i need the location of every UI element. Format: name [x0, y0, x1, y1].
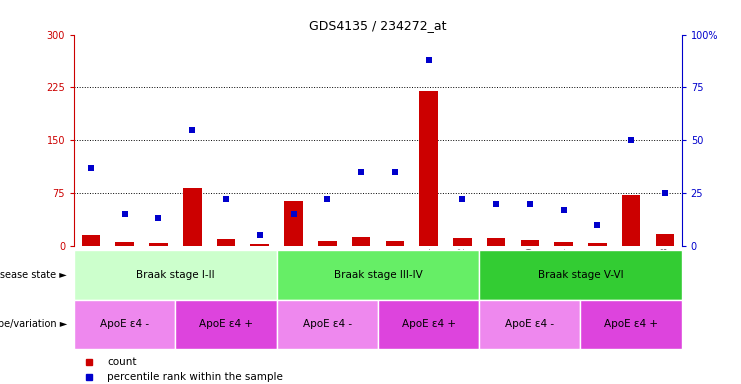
Bar [622, 195, 640, 246]
Bar [149, 243, 167, 246]
Title: GDS4135 / 234272_at: GDS4135 / 234272_at [309, 19, 447, 32]
Bar [580, 300, 682, 349]
Bar [352, 237, 370, 246]
Text: ApoE ε4 +: ApoE ε4 + [402, 319, 456, 329]
Bar [116, 242, 134, 246]
Bar [318, 241, 336, 246]
Text: Braak stage III-IV: Braak stage III-IV [333, 270, 422, 280]
Text: ApoE ε4 -: ApoE ε4 - [100, 319, 149, 329]
Text: ApoE ε4 -: ApoE ε4 - [303, 319, 352, 329]
Text: Braak stage V-VI: Braak stage V-VI [538, 270, 623, 280]
Bar [74, 250, 276, 300]
Bar [216, 239, 236, 246]
Bar [419, 91, 438, 246]
Bar [479, 300, 580, 349]
Bar [378, 300, 479, 349]
Bar [276, 250, 479, 300]
Bar [82, 235, 100, 246]
Bar [453, 238, 471, 246]
Text: ApoE ε4 +: ApoE ε4 + [604, 319, 658, 329]
Text: genotype/variation ►: genotype/variation ► [0, 319, 67, 329]
Bar [479, 250, 682, 300]
Text: Braak stage I-II: Braak stage I-II [136, 270, 215, 280]
Bar [285, 202, 303, 246]
Bar [74, 300, 176, 349]
Bar [520, 240, 539, 246]
Bar [385, 241, 404, 246]
Bar [176, 300, 276, 349]
Text: ApoE ε4 +: ApoE ε4 + [199, 319, 253, 329]
Bar [588, 243, 607, 246]
Text: count: count [107, 356, 137, 367]
Bar [276, 300, 378, 349]
Bar [183, 188, 202, 246]
Text: percentile rank within the sample: percentile rank within the sample [107, 372, 283, 382]
Bar [250, 244, 269, 246]
Bar [487, 238, 505, 246]
Text: ApoE ε4 -: ApoE ε4 - [505, 319, 554, 329]
Text: disease state ►: disease state ► [0, 270, 67, 280]
Bar [656, 235, 674, 246]
Bar [554, 242, 573, 246]
